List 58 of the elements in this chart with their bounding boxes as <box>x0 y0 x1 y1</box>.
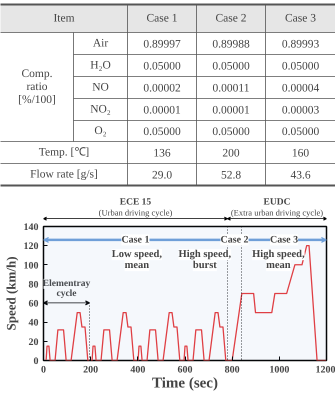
x-tick-label: 200 <box>83 364 98 376</box>
text: Case 2 <box>216 12 247 24</box>
y-tick-label: 100 <box>24 260 38 272</box>
text: 43.6 <box>290 170 311 182</box>
text: 0.89993 <box>282 38 320 50</box>
text: EUDC (Extra urban driving cycle) <box>230 198 324 218</box>
text: Temp. [℃] <box>38 146 90 158</box>
text: 29.0 <box>152 170 172 182</box>
text: ECE 15 (Urban driving cycle) <box>98 198 172 218</box>
y-tick-label: 140 <box>24 222 38 233</box>
text: 200 <box>222 148 240 160</box>
y-tick-label: 120 <box>24 241 38 252</box>
y-tick-label: 80 <box>28 279 38 290</box>
text: 160 <box>292 148 310 160</box>
band-label: Case 1 <box>121 234 150 246</box>
text: 52.8 <box>220 170 242 182</box>
text: Case 3 <box>285 12 316 24</box>
y-tick-label: 60 <box>28 298 38 310</box>
x-tick-label: 800 <box>224 364 240 376</box>
text: Comp. ratio [%/100] <box>18 68 56 106</box>
y-axis-title: Speed (km/h) <box>4 256 18 331</box>
y-tick-label: 20 <box>28 336 38 348</box>
text: H₂O <box>90 60 111 72</box>
text: NO <box>92 82 109 94</box>
annotation: High speed, mean <box>252 249 306 272</box>
text: 0.00002 <box>143 82 181 94</box>
text: Air <box>92 38 108 50</box>
text: O₂ <box>94 125 107 137</box>
band-label: Case 2 <box>220 234 249 246</box>
y-tick-label: 40 <box>28 318 38 329</box>
text: 0.89997 <box>143 38 181 50</box>
x-tick-label: 400 <box>130 364 146 376</box>
annotation: High speed, burst <box>178 249 232 272</box>
text: 0.00001 <box>143 104 181 116</box>
text: NO₂ <box>90 104 111 116</box>
text: 0.00004 <box>282 82 320 94</box>
x-axis-title: Time (sec) <box>152 376 218 392</box>
text: 136 <box>153 148 171 160</box>
text: 0.00001 <box>212 104 250 116</box>
text: 0.05000 <box>282 60 320 72</box>
annotation: Low speed, mean <box>112 249 162 272</box>
text: Flow rate [g/s] <box>30 168 98 180</box>
text: 0.05000 <box>212 126 250 138</box>
x-tick-label: 600 <box>178 364 192 376</box>
text: 0.89988 <box>212 38 250 50</box>
text: 0.05000 <box>143 126 181 138</box>
text: 0.05000 <box>143 60 181 72</box>
y-tick-label: 0 <box>34 356 38 367</box>
text: 0.05000 <box>282 126 320 138</box>
band-label: Case 3 <box>270 234 298 246</box>
text: 0.05000 <box>212 60 250 72</box>
x-tick-label: 1000 <box>269 364 290 376</box>
x-tick-label: 0 <box>41 364 46 376</box>
text: 0.00011 <box>212 82 250 94</box>
x-tick-label: 1200 <box>316 364 335 376</box>
text: Case 1 <box>146 12 178 24</box>
text: 0.00003 <box>282 104 320 116</box>
text: Item <box>53 12 75 24</box>
